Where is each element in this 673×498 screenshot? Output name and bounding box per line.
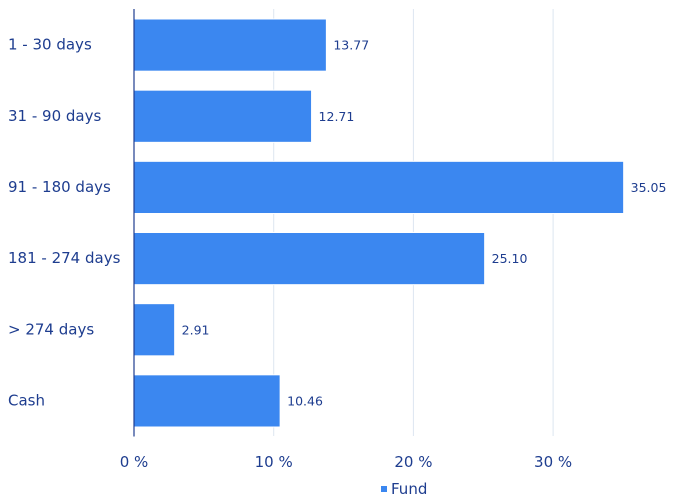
category-label-4: > 274 days [8,320,94,338]
data-label-1: 12.71 [319,109,355,124]
x-tick-label-0: 0 % [120,453,149,471]
legend-swatch [381,486,387,492]
bar-5[interactable] [133,374,281,428]
x-tick-label-2: 20 % [394,453,432,471]
bar-4[interactable] [133,303,176,357]
label-layer: 13.77 1 - 30 days 12.71 31 - 90 days 35.05 91… [8,36,666,471]
grid-layer [273,9,554,436]
data-label-3: 25.10 [492,251,528,266]
category-label-5: Cash [8,391,45,409]
category-label-1: 31 - 90 days [8,107,101,125]
bar-layer [133,18,625,428]
bar-2[interactable] [133,160,625,214]
bar-3[interactable] [133,232,486,286]
legend[interactable]: Fund [381,480,427,498]
data-label-4: 2.91 [182,322,210,337]
category-label-3: 181 - 274 days [8,249,121,267]
x-tick-label-1: 10 % [255,453,293,471]
data-label-2: 35.05 [631,180,667,195]
data-label-5: 10.46 [287,393,323,408]
x-tick-label-3: 30 % [534,453,572,471]
legend-label: Fund [391,480,427,498]
data-label-0: 13.77 [333,38,369,53]
category-label-2: 91 - 180 days [8,178,111,196]
bar-1[interactable] [133,89,313,143]
category-label-0: 1 - 30 days [8,36,92,54]
bar-0[interactable] [133,18,327,72]
